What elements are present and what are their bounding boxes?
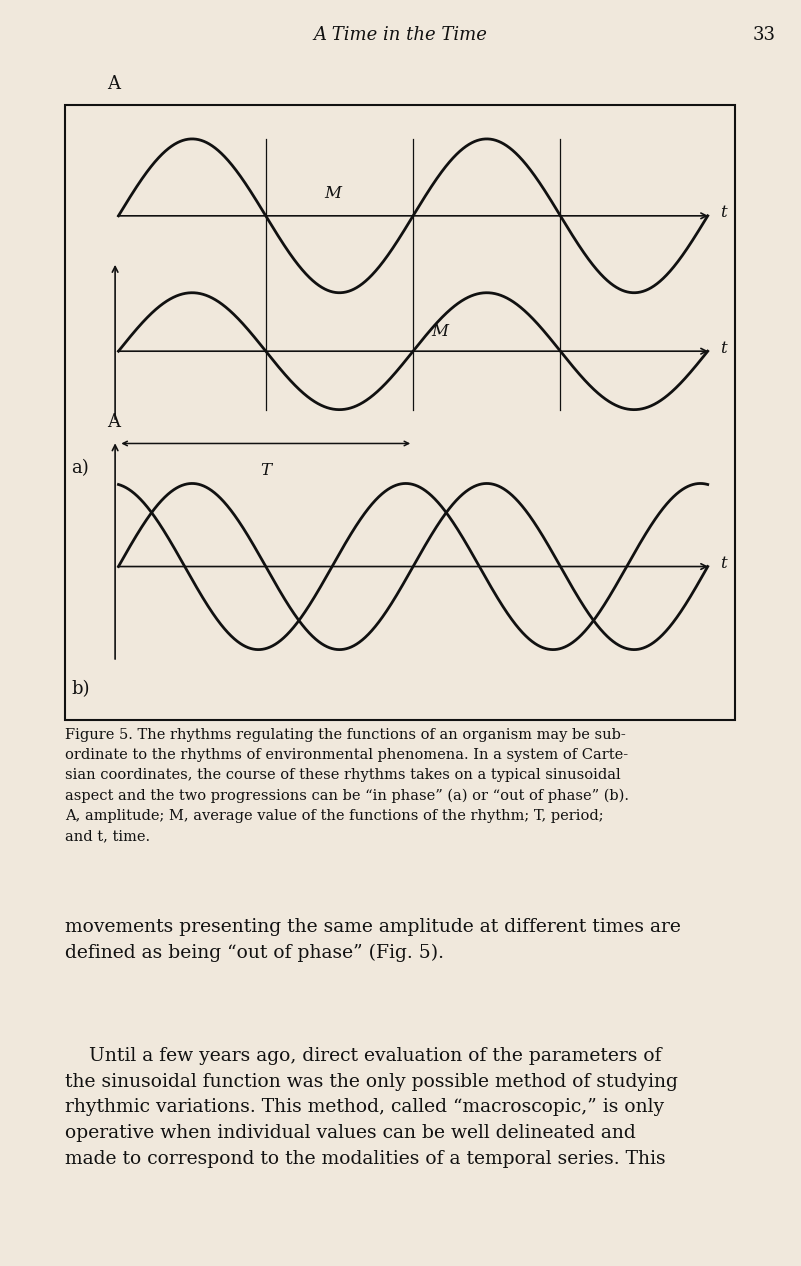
Text: t: t [720, 555, 727, 572]
Text: a): a) [71, 458, 90, 477]
Text: A Time in the Time: A Time in the Time [313, 27, 488, 44]
Text: t: t [720, 339, 727, 357]
Text: M: M [432, 323, 449, 341]
Text: A: A [107, 75, 120, 92]
Text: Figure 5. The rhythms regulating the functions of an organism may be sub-
ordina: Figure 5. The rhythms regulating the fun… [65, 728, 629, 843]
Text: M: M [324, 185, 341, 203]
Text: movements presenting the same amplitude at different times are
defined as being : movements presenting the same amplitude … [65, 918, 681, 962]
Text: b): b) [71, 680, 90, 699]
Text: Until a few years ago, direct evaluation of the parameters of
the sinusoidal fun: Until a few years ago, direct evaluation… [65, 1047, 678, 1167]
Text: t: t [720, 204, 727, 222]
Text: A: A [107, 413, 120, 432]
Text: 33: 33 [753, 27, 776, 44]
Text: T: T [260, 462, 272, 479]
